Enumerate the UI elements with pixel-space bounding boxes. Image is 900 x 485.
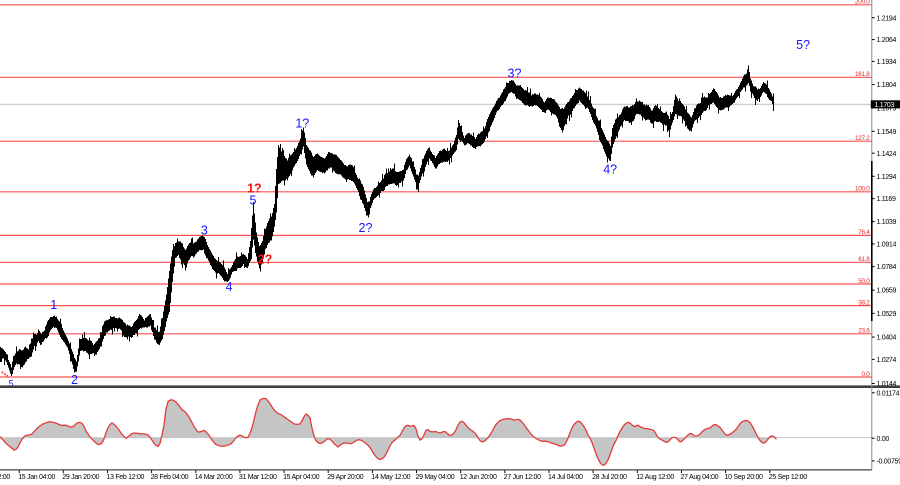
svg-text:0.01174: 0.01174 xyxy=(877,390,900,397)
svg-text:38.2: 38.2 xyxy=(858,299,870,306)
svg-text:1.0914: 1.0914 xyxy=(877,242,897,249)
svg-text:29 Jan 20:00: 29 Jan 20:00 xyxy=(62,474,99,481)
svg-text:1.1804: 1.1804 xyxy=(877,82,897,89)
svg-text:28 Jul 20:00: 28 Jul 20:00 xyxy=(592,474,627,481)
svg-text:1?: 1? xyxy=(247,182,262,196)
svg-text:4?: 4? xyxy=(603,162,617,176)
svg-text:5: 5 xyxy=(250,194,257,208)
svg-text:1.1934: 1.1934 xyxy=(877,59,897,66)
svg-text:27 Aug 04:00: 27 Aug 04:00 xyxy=(681,474,719,481)
svg-text:23.6: 23.6 xyxy=(858,328,870,335)
svg-text:27 Jun 12:00: 27 Jun 12:00 xyxy=(504,474,541,481)
svg-text:0.0: 0.0 xyxy=(862,371,871,378)
svg-text:1.0784: 1.0784 xyxy=(877,264,897,271)
svg-text:1.0404: 1.0404 xyxy=(877,335,897,342)
svg-text:1.0274: 1.0274 xyxy=(877,357,897,364)
svg-text:1?: 1? xyxy=(295,116,309,130)
svg-text:12 Aug 12:00: 12 Aug 12:00 xyxy=(636,474,674,481)
svg-text:4: 4 xyxy=(226,280,233,294)
svg-text:1.1039: 1.1039 xyxy=(877,219,897,226)
svg-text:29 Apr 20:00: 29 Apr 20:00 xyxy=(327,474,364,481)
svg-text:1.0659: 1.0659 xyxy=(877,288,897,295)
svg-text:1.1703: 1.1703 xyxy=(875,102,895,109)
svg-text:2?: 2? xyxy=(258,253,273,267)
svg-text:50.0: 50.0 xyxy=(858,278,870,285)
svg-text:31 Mar 12:00: 31 Mar 12:00 xyxy=(239,474,277,481)
svg-text:1.0144: 1.0144 xyxy=(877,381,897,388)
svg-text:200.0: 200.0 xyxy=(855,0,870,6)
svg-text:1.0529: 1.0529 xyxy=(877,311,897,318)
svg-text:12 Jun 20:00: 12 Jun 20:00 xyxy=(460,474,497,481)
svg-text:1.2194: 1.2194 xyxy=(877,15,897,22)
svg-text:0.00: 0.00 xyxy=(877,436,890,443)
svg-text:1.1549: 1.1549 xyxy=(877,129,897,136)
svg-text:14 May 12:00: 14 May 12:00 xyxy=(371,474,410,481)
svg-text:28 Feb 04:00: 28 Feb 04:00 xyxy=(151,474,189,481)
svg-text:1: 1 xyxy=(50,298,57,312)
svg-text:127.2: 127.2 xyxy=(855,135,870,142)
svg-text:5: 5 xyxy=(8,378,13,388)
svg-text:10 Sep 20:00: 10 Sep 20:00 xyxy=(725,474,763,481)
svg-text:14 Mar 20:00: 14 Mar 20:00 xyxy=(195,474,233,481)
svg-text:2:00: 2:00 xyxy=(0,474,10,481)
svg-text:25 Sep 12:00: 25 Sep 12:00 xyxy=(769,474,807,481)
svg-text:1.1169: 1.1169 xyxy=(877,196,896,203)
svg-text:-0.00759: -0.00759 xyxy=(877,459,900,466)
svg-text:1.2064: 1.2064 xyxy=(877,37,897,44)
svg-text:61.8: 61.8 xyxy=(858,256,870,263)
svg-text:5?: 5? xyxy=(796,38,810,52)
svg-text:100.0: 100.0 xyxy=(855,186,870,193)
svg-text:76.4: 76.4 xyxy=(858,229,870,236)
svg-text:29 May 04:00: 29 May 04:00 xyxy=(416,474,455,481)
svg-text:3?: 3? xyxy=(508,67,522,81)
svg-text:3: 3 xyxy=(201,223,208,237)
svg-text:15 Apr 04:00: 15 Apr 04:00 xyxy=(283,474,320,481)
svg-text:2: 2 xyxy=(71,373,78,387)
svg-text:14 Jul 04:00: 14 Jul 04:00 xyxy=(548,474,583,481)
svg-text:2?: 2? xyxy=(359,221,373,235)
svg-text:1.1294: 1.1294 xyxy=(877,174,897,181)
svg-text:1.1424: 1.1424 xyxy=(877,151,897,158)
svg-text:161.8: 161.8 xyxy=(855,71,870,78)
svg-text:15 Jan 04:00: 15 Jan 04:00 xyxy=(18,474,55,481)
svg-text:13 Feb 12:00: 13 Feb 12:00 xyxy=(107,474,145,481)
svg-text:1.1679: 1.1679 xyxy=(877,106,897,113)
